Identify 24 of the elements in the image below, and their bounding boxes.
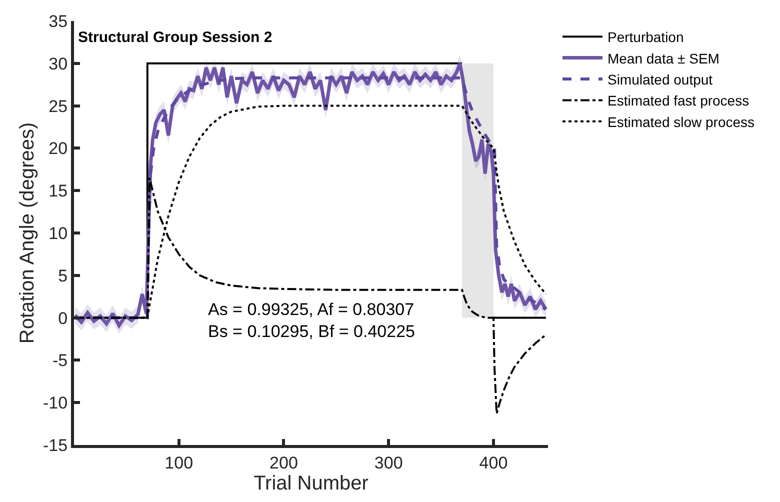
y-tick-label: 20 bbox=[48, 139, 68, 158]
legend-label: Estimated slow process bbox=[607, 114, 755, 130]
x-tick-label: 400 bbox=[479, 453, 508, 472]
legend-label: Perturbation bbox=[607, 29, 684, 46]
y-tick-label: 5 bbox=[58, 266, 68, 286]
y-tick-label: 30 bbox=[48, 54, 68, 74]
x-tick-label: 100 bbox=[164, 453, 194, 472]
x-tick-label: 300 bbox=[374, 453, 403, 472]
annotation: As = 0.99325, Af = 0.80307 Bs = 0.10295, Bf = 0.40225 bbox=[208, 300, 415, 342]
y-tick-label: 35 bbox=[48, 12, 68, 31]
y-tick-label: 10 bbox=[48, 224, 68, 243]
legend-label: Simulated output bbox=[607, 71, 713, 88]
legend-label: Mean data ± SEM bbox=[607, 50, 720, 66]
y-tick-label: -5 bbox=[52, 351, 68, 370]
y-tick-label: 0 bbox=[58, 308, 68, 328]
y-tick-label: -10 bbox=[43, 394, 68, 413]
y-tick-label: 25 bbox=[48, 96, 68, 116]
y-axis-title: Rotation Angle (degrees) bbox=[16, 122, 39, 344]
x-tick-label: 200 bbox=[270, 453, 298, 472]
x-axis-title: Trial Number bbox=[254, 472, 369, 494]
text: Structural Group Session 2 bbox=[78, 29, 272, 46]
y-tick-label: -15 bbox=[43, 436, 68, 455]
legend-label: Estimated fast process bbox=[607, 92, 750, 109]
y-tick-label: 15 bbox=[48, 182, 68, 201]
